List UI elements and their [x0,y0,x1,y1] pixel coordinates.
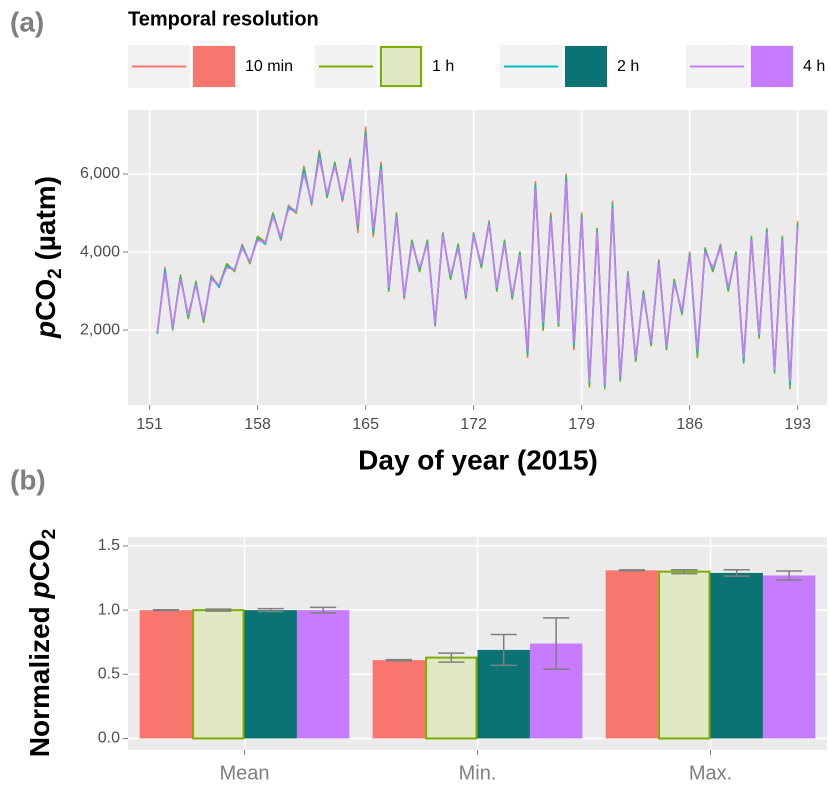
error-bar [723,568,750,577]
x-tick-label: 158 [244,416,271,433]
bar [244,610,297,739]
y-axis-title-part: (µatm) [30,176,61,268]
y-tick-label: 4,000 [80,243,120,260]
error-bar [310,606,337,614]
error-bar [776,570,803,581]
legend-label: 2 h [617,58,639,75]
bar [372,660,426,739]
y-axis-title-part: p [30,321,61,339]
x-tick-label: 179 [568,416,595,433]
legend-swatch [565,46,607,87]
y-tick-label: 0.0 [98,730,120,747]
error-bar [438,652,465,663]
y-tick-label: 0.5 [98,666,120,683]
y-tick-label: 1.5 [98,537,120,554]
x-tick-label: Mean [219,762,269,784]
bar [425,656,478,740]
bar [710,572,763,739]
error-bar [490,633,517,667]
legend-swatch [380,46,422,87]
bar [762,575,816,739]
x-tick-label: 165 [352,416,379,433]
legend-label: 4 h [803,58,825,75]
panel-label: (a) [10,6,44,37]
error-bar [618,569,645,572]
y-axis-title-part: 2 [45,268,66,279]
y-axis-title-part: CO [24,539,55,581]
y-axis-title-part: 2 [39,529,60,540]
x-tick-label: 151 [136,416,163,433]
x-tick-label: 186 [676,416,703,433]
bar [658,570,711,740]
bar [296,610,350,739]
error-bar [152,609,179,612]
panel-label: (b) [10,464,46,495]
legend-swatch [193,46,235,87]
y-axis-title-part: CO [30,279,61,321]
legend-swatch [751,46,793,87]
x-tick-label: Max. [689,762,732,784]
y-tick-label: 6,000 [80,165,120,182]
x-tick-label: 193 [784,416,811,433]
y-tick-label: 1.0 [98,601,120,618]
bar [139,610,193,739]
error-bar [257,607,284,613]
x-tick-label: Min. [459,762,497,784]
error-bar [543,617,570,670]
bar [605,570,659,739]
plot-background [128,110,827,405]
error-bar [205,608,232,612]
legend-label: 1 h [432,58,454,75]
y-axis-title-part: Normalized [24,598,55,757]
error-bar [671,568,698,575]
bar [192,609,245,740]
x-tick-label: 172 [460,416,487,433]
error-bar [385,658,412,662]
legend-title: Temporal resolution [128,8,319,30]
data-line [156,136,799,386]
y-axis-title-part: p [24,581,55,599]
y-axis-title: Normalized pCO2 [24,529,60,757]
x-axis-title: Day of year (2015) [358,444,598,475]
y-axis-title: pCO2 (µatm) [30,176,66,339]
y-tick-label: 2,000 [80,321,120,338]
legend-label: 10 min [245,58,293,75]
